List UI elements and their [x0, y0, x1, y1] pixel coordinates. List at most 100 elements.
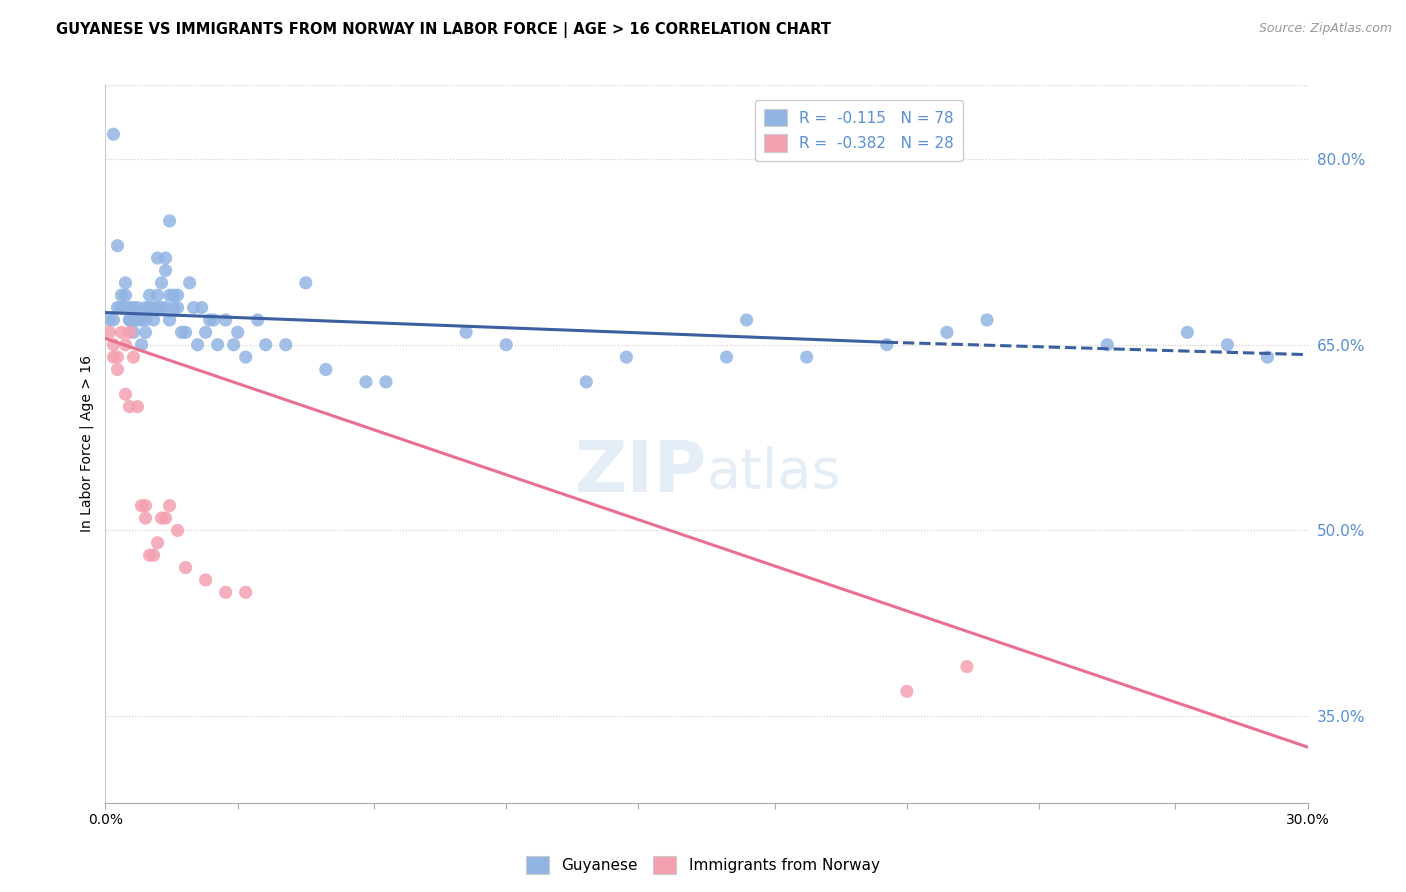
- Point: [122, 350, 145, 364]
- Point: [315, 362, 337, 376]
- Point: [155, 251, 177, 265]
- Point: [354, 375, 377, 389]
- Point: [110, 326, 132, 340]
- Point: [122, 313, 145, 327]
- Point: [1177, 326, 1199, 340]
- Point: [150, 276, 173, 290]
- Point: [179, 276, 201, 290]
- Point: [98, 313, 121, 327]
- Point: [150, 511, 173, 525]
- Point: [110, 288, 132, 302]
- Point: [207, 337, 229, 351]
- Point: [107, 301, 129, 315]
- Point: [187, 337, 209, 351]
- Point: [194, 573, 217, 587]
- Point: [138, 548, 160, 562]
- Point: [202, 313, 225, 327]
- Point: [174, 560, 197, 574]
- Point: [1216, 337, 1239, 351]
- Point: [896, 684, 918, 698]
- Point: [174, 326, 197, 340]
- Point: [110, 301, 132, 315]
- Point: [114, 288, 136, 302]
- Point: [735, 313, 758, 327]
- Point: [495, 337, 517, 351]
- Point: [131, 337, 153, 351]
- Point: [118, 326, 141, 340]
- Point: [118, 313, 141, 327]
- Point: [159, 313, 181, 327]
- Point: [295, 276, 318, 290]
- Y-axis label: In Labor Force | Age > 16: In Labor Force | Age > 16: [80, 355, 94, 533]
- Point: [146, 288, 169, 302]
- Point: [118, 400, 141, 414]
- Point: [159, 288, 181, 302]
- Point: [1097, 337, 1119, 351]
- Point: [1257, 350, 1279, 364]
- Point: [716, 350, 738, 364]
- Point: [142, 313, 165, 327]
- Point: [166, 288, 188, 302]
- Point: [146, 536, 169, 550]
- Point: [454, 326, 477, 340]
- Point: [107, 350, 129, 364]
- Point: [142, 301, 165, 315]
- Text: ZIP: ZIP: [574, 438, 707, 507]
- Point: [138, 288, 160, 302]
- Point: [235, 350, 257, 364]
- Point: [103, 350, 125, 364]
- Legend: Guyanese, Immigrants from Norway: Guyanese, Immigrants from Norway: [520, 850, 886, 880]
- Point: [122, 301, 145, 315]
- Point: [135, 511, 157, 525]
- Point: [155, 301, 177, 315]
- Point: [235, 585, 257, 599]
- Point: [374, 375, 398, 389]
- Point: [876, 337, 898, 351]
- Point: [107, 238, 129, 252]
- Point: [159, 214, 181, 228]
- Point: [162, 288, 184, 302]
- Text: GUYANESE VS IMMIGRANTS FROM NORWAY IN LABOR FORCE | AGE > 16 CORRELATION CHART: GUYANESE VS IMMIGRANTS FROM NORWAY IN LA…: [56, 22, 831, 38]
- Point: [114, 301, 136, 315]
- Point: [166, 301, 188, 315]
- Point: [956, 659, 979, 673]
- Point: [127, 400, 149, 414]
- Point: [254, 337, 277, 351]
- Point: [214, 313, 236, 327]
- Point: [135, 313, 157, 327]
- Point: [127, 313, 149, 327]
- Point: [98, 326, 121, 340]
- Point: [159, 499, 181, 513]
- Point: [214, 585, 236, 599]
- Point: [155, 511, 177, 525]
- Point: [114, 337, 136, 351]
- Point: [976, 313, 998, 327]
- Point: [103, 128, 125, 142]
- Point: [616, 350, 638, 364]
- Point: [122, 326, 145, 340]
- Point: [183, 301, 205, 315]
- Point: [127, 301, 149, 315]
- Point: [135, 301, 157, 315]
- Text: atlas: atlas: [707, 445, 841, 500]
- Point: [170, 326, 193, 340]
- Point: [796, 350, 818, 364]
- Point: [135, 499, 157, 513]
- Point: [103, 337, 125, 351]
- Point: [274, 337, 297, 351]
- Point: [150, 301, 173, 315]
- Point: [114, 276, 136, 290]
- Point: [198, 313, 221, 327]
- Point: [575, 375, 598, 389]
- Point: [118, 301, 141, 315]
- Point: [142, 548, 165, 562]
- Point: [135, 326, 157, 340]
- Point: [131, 499, 153, 513]
- Point: [146, 301, 169, 315]
- Point: [190, 301, 212, 315]
- Point: [146, 251, 169, 265]
- Point: [226, 326, 249, 340]
- Text: Source: ZipAtlas.com: Source: ZipAtlas.com: [1258, 22, 1392, 36]
- Point: [118, 313, 141, 327]
- Point: [936, 326, 959, 340]
